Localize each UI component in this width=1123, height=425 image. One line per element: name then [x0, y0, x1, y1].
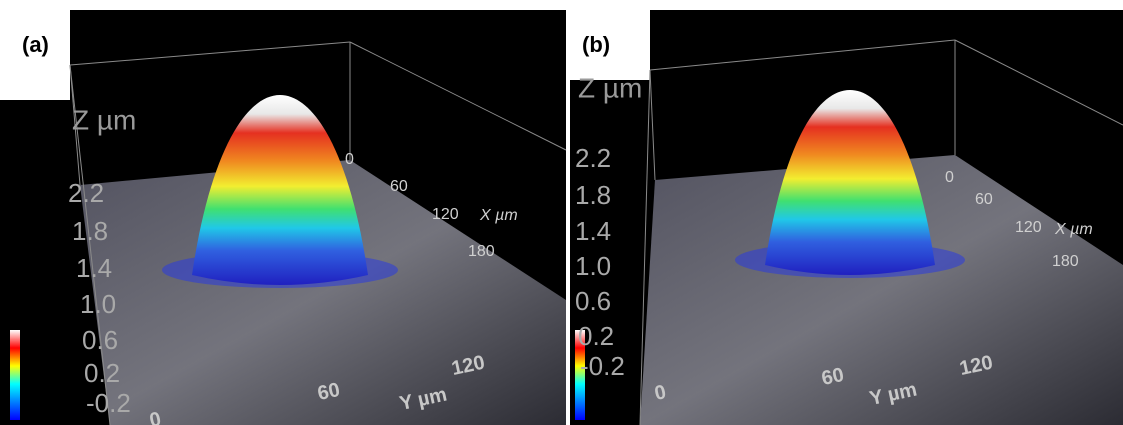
panel-label: (b) — [582, 32, 610, 57]
x-tick-label: 120 — [1015, 219, 1042, 236]
z-tick-label: 1.8 — [575, 180, 611, 210]
z-tick-label: -0.2 — [580, 351, 625, 381]
colorbar — [10, 330, 20, 420]
z-tick-label: 0.2 — [84, 358, 120, 388]
y-tick-label: 60 — [820, 364, 846, 390]
z-tick-label: 0.6 — [575, 286, 611, 316]
figure: (a)Z µm2.21.81.41.00.60.2-0.2X µm0601201… — [0, 0, 1123, 425]
z-tick-label: 1.4 — [575, 216, 611, 246]
panel-label: (a) — [22, 32, 49, 57]
x-axis-title: X µm — [479, 207, 518, 224]
y-tick-label: 60 — [316, 379, 342, 405]
z-tick-label: 2.2 — [575, 143, 611, 173]
z-tick-label: 1.0 — [80, 289, 116, 319]
z-tick-label: 1.0 — [575, 251, 611, 281]
x-tick-label: 60 — [390, 178, 408, 195]
z-tick-label: -0.2 — [86, 388, 131, 418]
x-tick-label: 60 — [975, 191, 993, 208]
z-tick-label: 1.8 — [72, 216, 108, 246]
z-tick-label: 2.2 — [68, 178, 104, 208]
x-tick-label: 0 — [345, 151, 354, 168]
z-tick-label: 0.2 — [578, 321, 614, 351]
z-axis-title: Z µm — [578, 72, 642, 103]
z-tick-label: 0.6 — [82, 325, 118, 355]
x-tick-label: 0 — [945, 169, 954, 186]
x-tick-label: 180 — [1052, 253, 1079, 270]
x-tick-label: 180 — [468, 243, 495, 260]
x-tick-label: 120 — [432, 206, 459, 223]
x-axis-title: X µm — [1054, 221, 1093, 238]
z-axis-title: Z µm — [72, 104, 136, 135]
z-tick-label: 1.4 — [76, 253, 112, 283]
